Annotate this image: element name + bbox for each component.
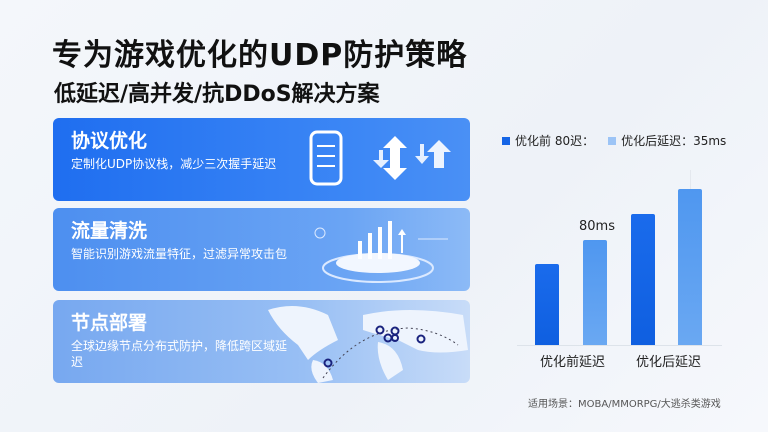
card-desc: 全球边缘节点分布式防护，降低跨区域延迟: [71, 339, 288, 369]
legend-item-before: 优化前 80迟：: [502, 132, 594, 149]
footnote: 适用场景：MOBA/MMORPG/大逃杀类游戏: [528, 399, 721, 410]
world-map-icon: [268, 306, 468, 383]
page-title: 专为游戏优化的UDP防护策略: [52, 38, 468, 73]
card-protocol-optimization: 协议优化 定制化UDP协议栈，减少三次握手延迟: [53, 118, 470, 201]
x-tick-label: 优化前延迟: [540, 355, 606, 370]
traffic-platform-icon: [314, 221, 448, 283]
data-label: 80ms: [579, 219, 615, 235]
card-title: 流量清洗: [71, 220, 148, 242]
card-desc: 智能识别游戏流量特征，过滤异常攻击包: [71, 247, 288, 261]
card-node-deployment: 节点部署 全球边缘节点分布式防护，降低跨区域延迟: [53, 300, 470, 383]
bar-after-group1: [583, 240, 607, 345]
card-title: 协议优化: [71, 130, 148, 152]
bar-before-group1: [535, 263, 559, 345]
chart-baseline: [517, 345, 722, 346]
bar-after-group2: [678, 189, 702, 345]
legend-item-after: 优化后延迟：35ms: [608, 132, 726, 149]
bar-before-group2: [631, 213, 655, 345]
x-tick-label: 优化后延迟: [636, 355, 702, 370]
chart-legend: 优化前 80迟： 优化后延迟：35ms: [502, 132, 726, 149]
card-title: 节点部署: [71, 312, 148, 334]
card-traffic-scrubbing: 流量清洗 智能识别游戏流量特征，过滤异常攻击包: [53, 208, 470, 291]
page-subtitle: 低延迟/高并发/抗DDoS解决方案: [54, 82, 380, 107]
server-arrows-icon: [309, 130, 451, 186]
card-desc: 定制化UDP协议栈，减少三次握手延迟: [71, 157, 277, 171]
